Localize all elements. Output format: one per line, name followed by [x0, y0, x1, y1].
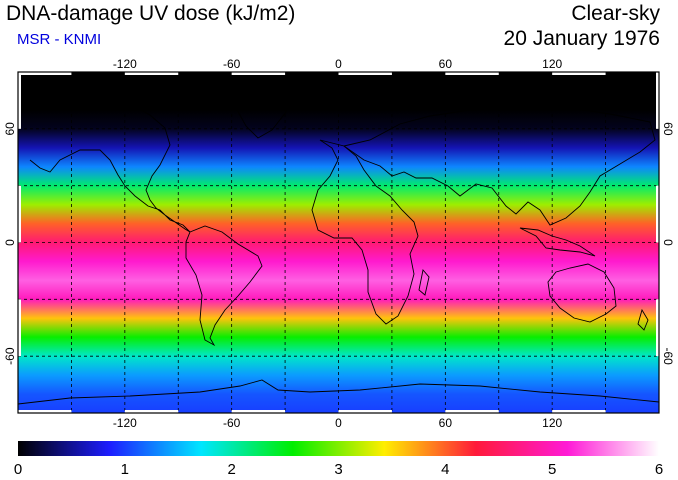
lat-tick-label-left: -60: [3, 347, 17, 365]
lat-tick-label-right: 60: [661, 122, 675, 136]
colorbar-tick-label: 0: [14, 461, 22, 478]
europe-africa-coast: [311, 139, 419, 325]
lon-tick-label-bottom: 0: [335, 416, 342, 430]
greenland-coast: [224, 83, 291, 139]
colorbar: [18, 441, 659, 456]
frame-segment-right: [656, 299, 659, 357]
new-zealand-coast: [637, 308, 649, 331]
lat-tick-label-right: 0: [661, 239, 675, 246]
australia-coast: [547, 263, 617, 323]
date-label: 20 January 1976: [503, 27, 660, 50]
map-ticks: -120 -120 -60 -60 0 0 60 60 120 120 60 60 0 0 -60 -60: [3, 57, 675, 430]
antarctica-coast: [18, 379, 659, 405]
frame-segment-bottom: [231, 410, 286, 413]
coastlines: [18, 83, 659, 405]
source-label: MSR - KNMI: [17, 31, 102, 48]
frame-segment-right: [656, 185, 659, 243]
lon-tick-label-top: 60: [439, 57, 453, 71]
indonesia-coast: [519, 227, 596, 257]
lon-tick-label-top: 120: [542, 57, 562, 71]
south-america-coast: [185, 225, 263, 347]
lon-tick-label-bottom: 120: [542, 416, 562, 430]
lat-tick-label-left: 60: [3, 122, 17, 136]
colorbar-labels: 0 1 2 3 4 5 6: [14, 461, 663, 478]
frame-segment-bottom: [338, 410, 392, 413]
lon-tick-label-bottom: -120: [113, 416, 137, 430]
madagascar-coast: [418, 269, 430, 296]
lat-tick-label-left: 0: [3, 239, 17, 246]
asia-coast: [342, 105, 656, 226]
frame-segment-top: [18, 72, 72, 75]
north-america-coast: [29, 99, 191, 233]
frame-segment-bottom: [552, 410, 606, 413]
lon-tick-label-top: -60: [223, 57, 241, 71]
colorbar-tick-label: 3: [334, 461, 342, 478]
frame-segment-top: [124, 72, 179, 75]
frame-segment-top: [552, 72, 606, 75]
frame-segment-top: [231, 72, 286, 75]
colorbar-tick-label: 6: [655, 461, 663, 478]
frame-segment-top: [445, 72, 499, 75]
frame-segment-bottom: [445, 410, 499, 413]
colorbar-tick-label: 4: [441, 461, 449, 478]
lon-tick-label-bottom: 60: [439, 416, 453, 430]
frame-segment-bottom: [124, 410, 179, 413]
lat-tick-label-right: -60: [661, 347, 675, 365]
frame-segment-left: [18, 299, 21, 357]
graticule: [18, 72, 659, 413]
frame-segment-left: [18, 185, 21, 243]
sky-condition-label: Clear-sky: [571, 2, 660, 25]
map-title: DNA-damage UV dose (kJ/m2): [6, 2, 296, 25]
colorbar-tick-label: 2: [227, 461, 235, 478]
frame-segment-right: [656, 72, 659, 129]
lon-tick-label-top: 0: [335, 57, 342, 71]
lon-tick-label-top: -120: [113, 57, 137, 71]
frame-segment-top: [338, 72, 392, 75]
map-frame: [17, 71, 660, 414]
colorbar-tick-label: 5: [548, 461, 556, 478]
lon-tick-label-bottom: -60: [223, 416, 241, 430]
frame-segment-left: [18, 72, 21, 129]
colorbar-tick-label: 1: [121, 461, 129, 478]
frame-segment-bottom: [18, 410, 72, 413]
